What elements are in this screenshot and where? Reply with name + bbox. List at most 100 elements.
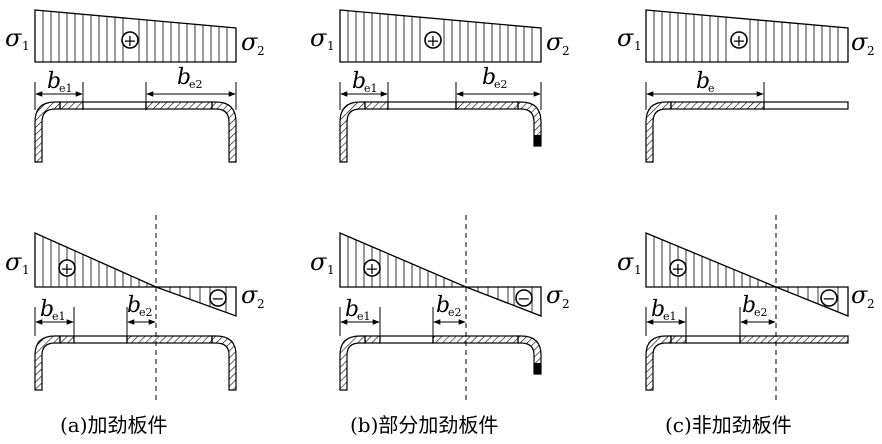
stress-hatching: [347, 11, 533, 62]
panel-c-top-dimensions: b e: [645, 69, 765, 110]
panel-b-top-stress: + σ 1 σ 2: [310, 9, 570, 63]
sigma2-label: σ: [851, 28, 868, 56]
panel-b: + σ 1 σ 2 b e1 b e2: [310, 9, 570, 437]
stress-hatching: [653, 11, 839, 62]
sigma2-sub: 2: [867, 297, 875, 311]
sigma1-label: σ: [617, 24, 634, 52]
sigma2-label: σ: [241, 28, 258, 56]
be2-label: b: [436, 293, 450, 318]
sigma1-sub: 1: [634, 263, 642, 277]
stress-negative: [155, 286, 237, 317]
be2-sub: e2: [139, 306, 153, 319]
be1-label: b: [40, 297, 54, 322]
be2-label: b: [742, 293, 756, 318]
plus-sign-icon: [424, 31, 442, 49]
plus-sign-icon: [730, 31, 748, 49]
minus-sign-text: −: [211, 289, 224, 308]
stress-hatching: [42, 11, 228, 62]
be1-label: b: [47, 69, 61, 94]
panel-c-bottom-section: [645, 335, 849, 391]
sigma1-label: σ: [310, 24, 327, 52]
sigma1-sub: 1: [634, 39, 642, 53]
stress-hatching: [653, 236, 839, 312]
sigma1-label: σ: [617, 248, 634, 276]
caption-b: (b)部分加劲板件: [350, 413, 498, 437]
panel-a-top-stress: + σ 1 σ 2: [5, 9, 265, 63]
plus-sign-text: +: [365, 259, 378, 278]
panel-b-top-dimensions: b e1 b e2: [339, 65, 542, 110]
be2-sub: e2: [754, 306, 768, 319]
plus-sign-text: +: [60, 259, 73, 278]
sigma2-label: σ: [546, 281, 563, 309]
be2-label: b: [127, 293, 141, 318]
sigma2-label: σ: [241, 281, 258, 309]
panel-b-top-section: [339, 101, 542, 163]
stress-positive: [34, 231, 157, 288]
plus-sign-text: +: [671, 259, 684, 278]
panel-c-top-stress: + σ 1 σ 2: [617, 9, 875, 63]
plus-sign-icon: [363, 259, 381, 277]
panel-c-bottom-stress: + − σ 1 σ 2: [617, 215, 875, 400]
panel-c-top-section: [645, 101, 849, 163]
sigma1-sub: 1: [327, 263, 335, 277]
be1-label: b: [651, 297, 665, 322]
plus-sign-icon: [121, 31, 139, 49]
be1-sub: e1: [52, 310, 66, 323]
panel-c: + σ 1 σ 2 b e: [617, 9, 875, 437]
minus-sign-icon: [515, 289, 533, 307]
panel-c-bottom-dimensions: b e1 b e2: [645, 293, 776, 336]
sigma2-sub: 2: [562, 44, 570, 58]
be2-label: b: [177, 65, 191, 90]
sigma1-sub: 1: [22, 263, 30, 277]
plus-sign-icon: [669, 259, 687, 277]
panel-b-bottom-dimensions: b e1 b e2: [339, 293, 466, 336]
be2-label: b: [482, 65, 496, 90]
sigma2-sub: 2: [257, 44, 265, 58]
sigma2-label: σ: [546, 28, 563, 56]
sigma2-sub: 2: [867, 44, 875, 58]
be1-sub: e1: [59, 82, 73, 95]
be1-sub: e1: [663, 310, 677, 323]
plus-sign-text: +: [426, 31, 439, 50]
stress-block: [34, 9, 237, 63]
stress-block: [339, 9, 542, 63]
minus-sign-icon: [209, 289, 227, 307]
sigma1-label: σ: [5, 248, 22, 276]
be2-sub: e2: [448, 306, 462, 319]
plus-sign-text: +: [732, 31, 745, 50]
panel-a-bottom-section: [34, 335, 237, 391]
be1-label: b: [352, 69, 366, 94]
minus-sign-text: −: [822, 289, 835, 308]
be-sub: e: [708, 82, 715, 95]
stress-positive: [645, 232, 777, 288]
be2-sub: e2: [189, 78, 203, 91]
panel-a-bottom-dimensions: b e1 b e2: [34, 293, 156, 336]
sigma2-sub: 2: [257, 297, 265, 311]
be2-sub: e2: [494, 78, 508, 91]
panel-a-top-section: [34, 101, 237, 163]
minus-sign-icon: [820, 289, 838, 307]
stress-negative: [775, 286, 849, 317]
panel-a: + σ 1 σ 2 b e1 b e2: [5, 9, 265, 437]
sigma1-sub: 1: [327, 39, 335, 53]
sigma1-sub: 1: [22, 39, 30, 53]
stress-positive: [339, 232, 467, 288]
stress-negative: [465, 286, 542, 317]
minus-sign-text: −: [517, 289, 530, 308]
sigma2-sub: 2: [562, 297, 570, 311]
panel-b-bottom-stress: + − σ 1 σ 2: [310, 215, 570, 400]
be1-sub: e1: [364, 82, 378, 95]
caption-a: (a)加劲板件: [60, 413, 168, 437]
panel-b-bottom-section: [339, 335, 542, 391]
be1-sub: e1: [357, 310, 371, 323]
panel-a-bottom-stress: + − σ 1 σ 2: [5, 215, 265, 400]
caption-c: (c)非加劲板件: [665, 413, 792, 437]
stress-hatching: [347, 236, 533, 312]
sigma2-label: σ: [851, 281, 868, 309]
be1-label: b: [345, 297, 359, 322]
sigma1-label: σ: [310, 248, 327, 276]
sigma1-label: σ: [5, 24, 22, 52]
plus-sign-icon: [58, 259, 76, 277]
be-label: b: [696, 69, 710, 94]
